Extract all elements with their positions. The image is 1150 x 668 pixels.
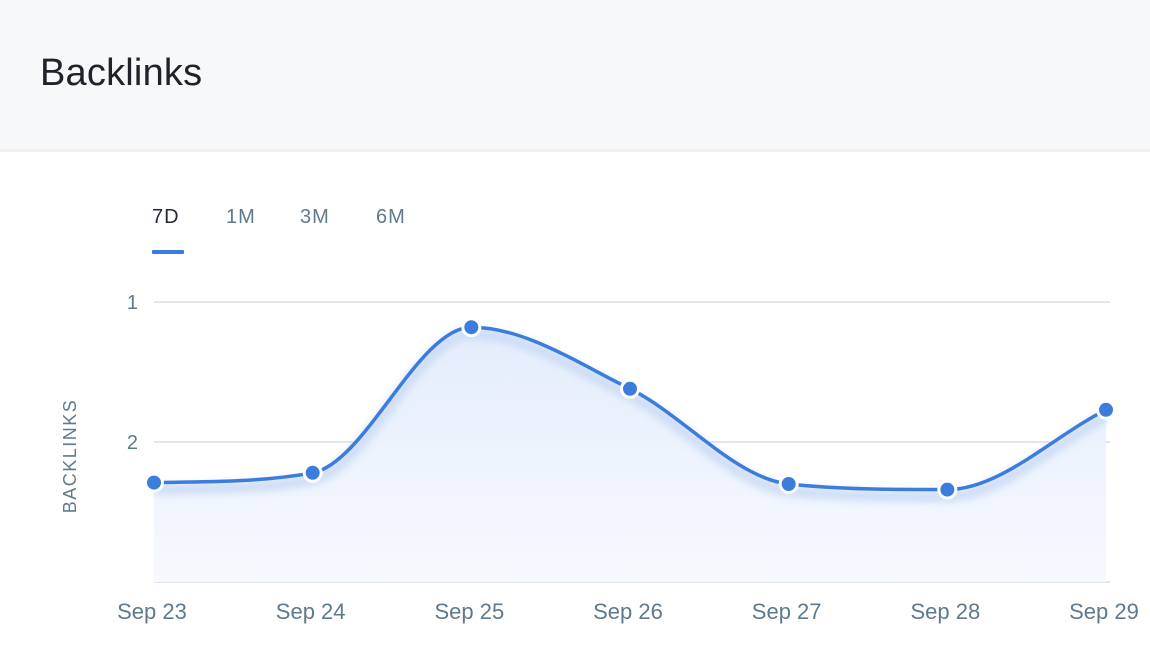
tab-1m[interactable]: 1M	[226, 206, 256, 228]
x-tick-label: Sep 27	[752, 599, 822, 624]
x-tick-label: Sep 24	[276, 599, 346, 624]
x-tick-label: Sep 26	[593, 599, 663, 624]
card-title: Backlinks	[40, 52, 203, 94]
card-header: Backlinks	[0, 0, 1150, 152]
data-point[interactable]	[778, 474, 799, 494]
data-point[interactable]	[620, 378, 640, 399]
tab-7d[interactable]: 7D	[152, 206, 180, 228]
x-tick-label: Sep 23	[117, 599, 187, 624]
tab-6m[interactable]: 6M	[376, 206, 406, 228]
data-point[interactable]	[937, 479, 958, 500]
data-point[interactable]	[461, 317, 482, 338]
y-axis-label: BACKLINKS	[60, 399, 80, 514]
y-tick-label: 1	[127, 292, 138, 314]
y-tick-label: 2	[127, 432, 138, 454]
area-fill	[154, 327, 1106, 582]
tab-3m[interactable]: 3M	[300, 206, 330, 228]
active-tab-indicator	[152, 250, 184, 254]
x-tick-label: Sep 28	[910, 599, 980, 624]
x-tick-label: Sep 25	[434, 599, 504, 624]
x-tick-label: Sep 29	[1069, 599, 1139, 624]
data-point[interactable]	[302, 462, 323, 483]
data-point[interactable]	[144, 472, 164, 493]
data-point[interactable]	[1096, 399, 1116, 420]
